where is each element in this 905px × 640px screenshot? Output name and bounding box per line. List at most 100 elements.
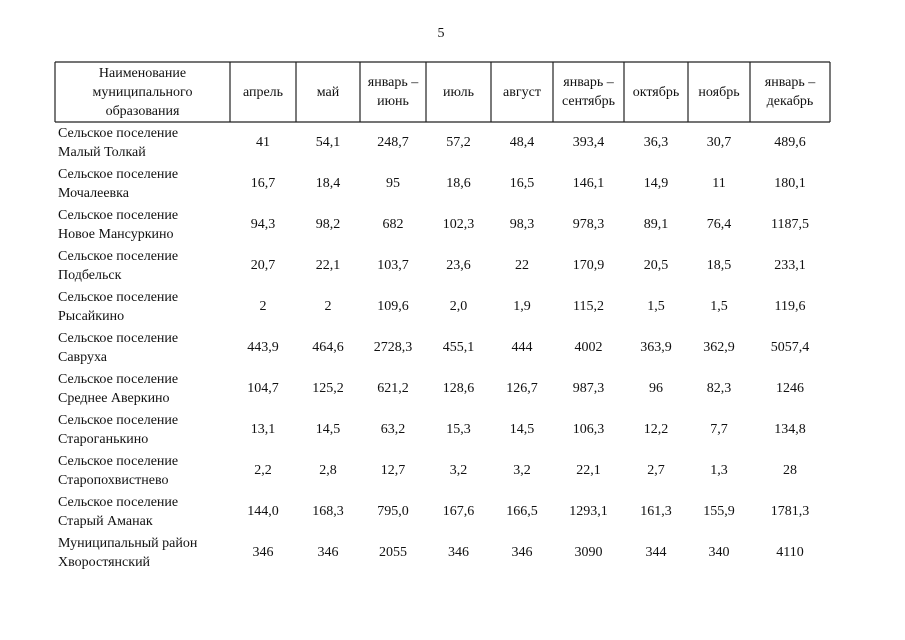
value-cell: 167,6	[442, 504, 475, 519]
value-cell: 36,3	[643, 135, 669, 150]
value-cell: 18,5	[706, 258, 732, 273]
value-cell: 125,2	[312, 381, 344, 396]
row-name: Сельское поселение	[58, 413, 179, 428]
value-cell: 95	[386, 176, 400, 191]
value-cell: 15,3	[446, 422, 471, 437]
value-cell: 98,3	[509, 217, 535, 232]
value-cell: 233,1	[774, 258, 806, 273]
value-cell: 987,3	[572, 381, 605, 396]
value-cell: 1293,1	[569, 504, 608, 519]
value-cell: 682	[382, 217, 404, 232]
value-cell: 12,2	[643, 422, 669, 437]
value-cell: 14,9	[643, 176, 669, 191]
value-cell: 2055	[379, 545, 407, 560]
value-cell: 2,8	[319, 463, 337, 478]
value-cell: 2,2	[254, 463, 272, 478]
value-cell: 89,1	[643, 217, 669, 232]
value-cell: 23,6	[446, 258, 471, 273]
row-name: Сельское поселение	[58, 208, 179, 223]
header-cell: муниципального	[92, 84, 193, 100]
value-cell: 18,6	[446, 176, 471, 191]
value-cell: 2,7	[647, 463, 665, 478]
value-cell: 180,1	[774, 176, 806, 191]
value-cell: 146,1	[572, 176, 605, 191]
row-name: Старопохвистнево	[58, 473, 169, 488]
row-name: Среднее Аверкино	[58, 391, 170, 406]
page-number: 5	[437, 26, 445, 41]
value-cell: 5057,4	[770, 340, 810, 355]
row-name: Хворостянский	[58, 555, 151, 570]
value-cell: 12,7	[380, 463, 406, 478]
value-cell: 13,1	[250, 422, 276, 437]
value-cell: 20,5	[643, 258, 669, 273]
value-cell: 1,3	[710, 463, 728, 478]
value-cell: 170,9	[572, 258, 605, 273]
value-cell: 362,9	[703, 340, 735, 355]
value-cell: 363,9	[640, 340, 672, 355]
value-cell: 119,6	[774, 299, 806, 314]
value-cell: 621,2	[377, 381, 409, 396]
value-cell: 14,5	[509, 422, 535, 437]
value-cell: 1246	[776, 381, 804, 396]
header-cell: декабрь	[766, 94, 814, 109]
value-cell: 2728,3	[373, 340, 413, 355]
value-cell: 106,3	[572, 422, 605, 437]
value-cell: 393,4	[572, 135, 605, 150]
row-name: Малый Толкай	[58, 145, 146, 160]
row-name: Сельское поселение	[58, 372, 179, 387]
value-cell: 1,5	[647, 299, 665, 314]
value-cell: 134,8	[774, 422, 806, 437]
value-cell: 3,2	[513, 463, 531, 478]
row-name: Староганькино	[58, 432, 149, 447]
header-cell: январь –	[764, 75, 816, 90]
row-name: Сельское поселение	[58, 495, 179, 510]
value-cell: 346	[317, 545, 339, 560]
value-cell: 7,7	[710, 422, 728, 437]
value-cell: 96	[649, 381, 663, 396]
value-cell: 41	[256, 135, 270, 150]
row-name: Муниципальный район	[58, 536, 198, 551]
value-cell: 1187,5	[771, 217, 809, 232]
value-cell: 126,7	[506, 381, 538, 396]
value-cell: 3090	[574, 545, 603, 560]
row-name: Савруха	[58, 350, 108, 365]
value-cell: 144,0	[247, 504, 279, 519]
header-cell: апрель	[242, 84, 284, 100]
value-cell: 63,2	[380, 422, 406, 437]
header-cell: Наименование	[98, 65, 187, 81]
value-cell: 48,4	[509, 135, 535, 150]
value-cell: 28	[783, 463, 797, 478]
row-name: Сельское поселение	[58, 249, 179, 264]
value-cell: 2	[259, 299, 267, 314]
value-cell: 1781,3	[770, 504, 810, 519]
value-cell: 489,6	[774, 135, 806, 150]
row-name: Рысайкино	[58, 309, 125, 324]
value-cell: 102,3	[442, 217, 475, 232]
header-cell: май	[316, 84, 340, 100]
value-cell: 2	[324, 299, 332, 314]
value-cell: 248,7	[377, 135, 409, 150]
value-cell: 115,2	[573, 299, 604, 314]
value-cell: 54,1	[315, 135, 341, 150]
header-cell: ноябрь	[698, 84, 740, 100]
header-cell: образования	[105, 103, 180, 119]
value-cell: 94,3	[250, 217, 276, 232]
value-cell: 3,2	[449, 463, 468, 478]
value-cell: 16,5	[509, 176, 535, 191]
value-cell: 1,5	[710, 299, 728, 314]
value-cell: 16,7	[250, 176, 276, 191]
value-cell: 57,2	[446, 135, 471, 150]
value-cell: 166,5	[506, 504, 538, 519]
value-cell: 103,7	[377, 258, 409, 273]
value-cell: 76,4	[706, 217, 732, 232]
value-cell: 22,1	[315, 258, 341, 273]
value-cell: 14,5	[315, 422, 341, 437]
value-cell: 2,0	[449, 299, 468, 314]
row-name: Старый Аманак	[58, 514, 153, 529]
row-name: Подбельск	[58, 268, 122, 283]
value-cell: 22	[515, 258, 529, 273]
value-cell: 346	[252, 545, 274, 560]
row-name: Сельское поселение	[58, 167, 179, 182]
value-cell: 168,3	[312, 504, 344, 519]
